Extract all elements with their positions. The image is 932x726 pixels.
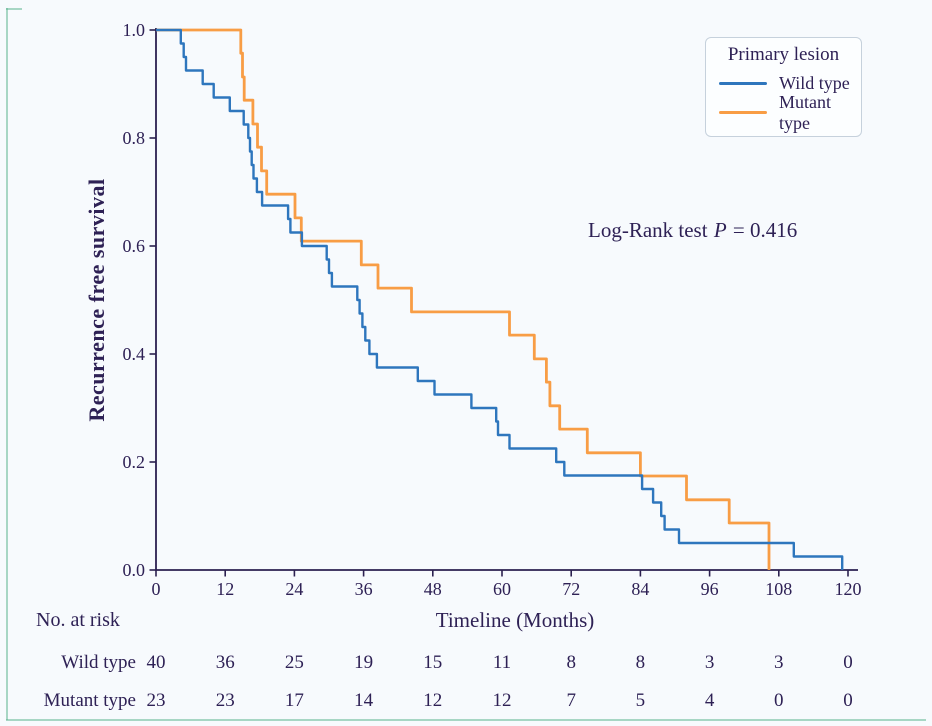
y-tick-label: 0.2 [123, 452, 146, 472]
risk-count: 5 [636, 690, 646, 711]
risk-count: 36 [216, 652, 235, 673]
y-tick-label: 0.0 [123, 560, 146, 580]
x-tick-label: 84 [631, 579, 649, 599]
x-tick-label: 60 [493, 579, 511, 599]
legend-entry-mutant-type: Mutant type [706, 92, 861, 133]
risk-count: 12 [493, 690, 512, 711]
legend-box: Primary lesion Wild type Mutant type [705, 37, 862, 137]
x-tick-label: 48 [424, 579, 442, 599]
risk-count: 8 [566, 652, 576, 673]
survival-curve-wild-type [156, 28, 844, 570]
risk-count: 15 [423, 652, 442, 673]
risk-count: 12 [423, 690, 442, 711]
risk-count: 8 [636, 652, 646, 673]
risk-row-label: Wild type [61, 652, 136, 673]
risk-count: 14 [354, 690, 374, 711]
scan-artifact-bottom-edge [6, 719, 926, 721]
annotation-value: = 0.416 [727, 218, 798, 242]
annotation-prefix: Log-Rank test [588, 218, 713, 242]
risk-count: 4 [705, 690, 715, 711]
y-tick-label: 0.6 [123, 236, 146, 256]
x-tick-label: 24 [285, 579, 303, 599]
survival-curve-mutant-type [156, 28, 771, 570]
legend-label-mutant-type: Mutant type [779, 91, 831, 133]
y-axis-title: Recurrence free survival [84, 178, 109, 422]
wild-type-line-swatch [719, 82, 767, 85]
x-tick-label: 36 [355, 579, 373, 599]
risk-count: 7 [566, 690, 576, 711]
risk-count: 11 [493, 652, 511, 673]
x-tick-label: 0 [152, 579, 161, 599]
y-tick-label: 1.0 [123, 20, 146, 40]
legend-entry-wild-type: Wild type [706, 69, 861, 98]
risk-count: 25 [285, 652, 304, 673]
scan-artifact-left-edge [6, 8, 8, 720]
x-tick-label: 12 [216, 579, 234, 599]
risk-count: 0 [843, 652, 853, 673]
scan-artifact-top-left [6, 8, 22, 10]
risk-count: 0 [843, 690, 853, 711]
risk-count: 0 [774, 690, 784, 711]
risk-count: 3 [774, 652, 784, 673]
annotation-p-symbol: P [713, 218, 727, 242]
legend-label-wild-type: Wild type [779, 73, 850, 93]
risk-count: 23 [147, 690, 166, 711]
risk-table-title: No. at risk [36, 609, 120, 631]
risk-count: 19 [354, 652, 373, 673]
x-tick-label: 120 [835, 579, 862, 599]
x-tick-label: 72 [562, 579, 580, 599]
mutant-type-line-swatch [719, 111, 767, 114]
risk-row-label: Mutant type [44, 690, 136, 711]
risk-count: 17 [285, 690, 304, 711]
x-tick-label: 108 [765, 579, 792, 599]
y-tick-label: 0.4 [123, 344, 146, 364]
y-tick-label: 0.8 [123, 128, 146, 148]
x-axis-title: Timeline (Months) [435, 608, 595, 632]
risk-count: 23 [216, 690, 235, 711]
legend-title: Primary lesion [727, 44, 840, 65]
risk-count: 40 [147, 652, 166, 673]
risk-count: 3 [705, 652, 715, 673]
log-rank-annotation: Log-Rank test P = 0.416 [588, 217, 888, 243]
x-tick-label: 96 [701, 579, 719, 599]
